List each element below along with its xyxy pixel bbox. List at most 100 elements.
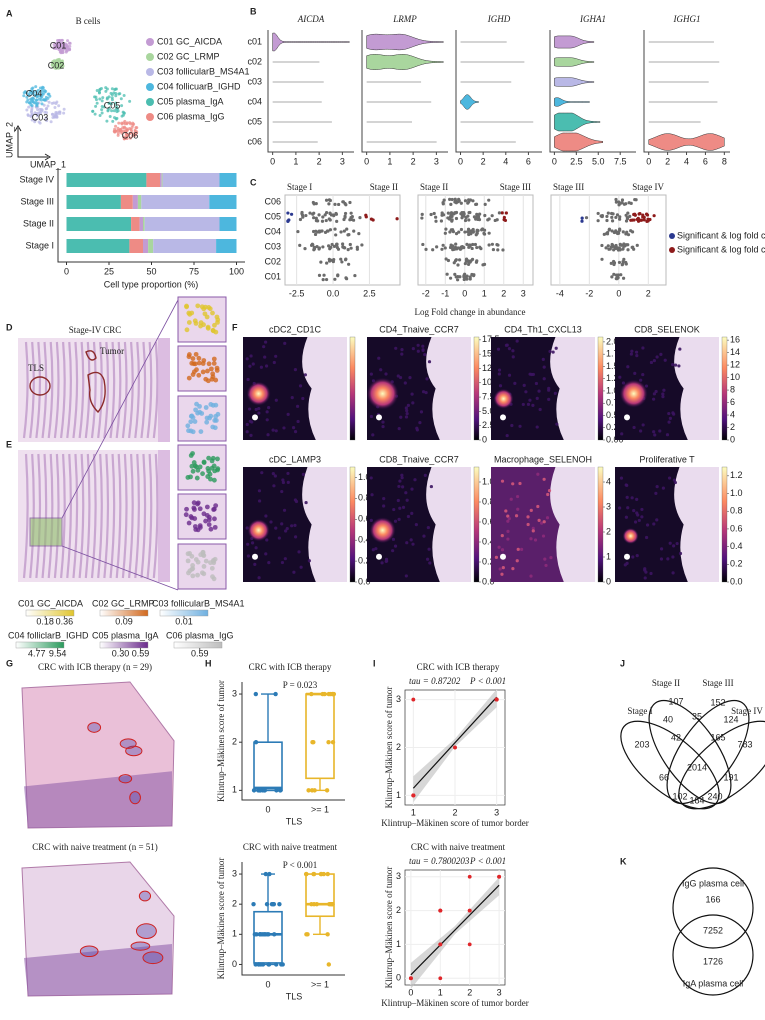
crop-spot — [214, 368, 220, 373]
heatmap-spot — [675, 541, 679, 546]
umap-cell — [45, 111, 49, 115]
umap-cell — [54, 65, 58, 69]
tissue-fold — [66, 453, 72, 579]
heatmap-tissue — [615, 467, 688, 582]
swarm-dot — [642, 215, 646, 219]
heatmap-spot — [283, 341, 287, 345]
heatmap-spot — [423, 473, 427, 478]
umap-cell — [66, 39, 70, 43]
heatmap-spot — [245, 422, 249, 427]
umap-cell — [61, 48, 65, 52]
data-point — [251, 788, 257, 793]
bar-segment — [153, 239, 217, 253]
swarm-dot — [633, 212, 637, 216]
heatmap-spot — [671, 363, 675, 367]
heatmap-spot — [626, 365, 630, 369]
umap-cell — [52, 43, 56, 47]
heatmap-spot — [555, 422, 559, 426]
heatmap-spot — [671, 571, 675, 575]
crop-spot — [210, 374, 216, 380]
x-tick-label: 0 — [462, 288, 467, 298]
heatmap-spot — [269, 520, 273, 524]
violin — [554, 97, 590, 107]
data-point — [497, 874, 502, 879]
colorbar — [473, 336, 480, 441]
crop-spot — [198, 429, 204, 435]
swarm-dot — [467, 210, 471, 215]
heatmap-spot — [406, 403, 410, 407]
swarm-dot — [316, 219, 320, 223]
venn-label: Stage III — [702, 678, 733, 688]
swarm-dot — [326, 229, 330, 233]
data-point — [257, 932, 263, 937]
heatmap-spot — [507, 516, 511, 521]
heatmap-spot — [413, 478, 417, 482]
data-point — [324, 788, 330, 793]
heatmap-spot — [500, 572, 504, 576]
crop-spot — [190, 429, 196, 435]
heatmap-spot — [643, 576, 647, 580]
colorbar-label: 0.30 — [112, 648, 130, 658]
swarm-dot — [612, 272, 616, 276]
colorbar — [597, 466, 604, 583]
heatmap-spot — [500, 534, 504, 538]
heatmap-hotspot — [247, 519, 270, 542]
swarm-dot — [487, 198, 491, 202]
swarm-dot — [629, 229, 633, 233]
roi-box — [29, 517, 63, 547]
swarm-dot — [502, 215, 506, 220]
umap-cell — [43, 90, 47, 94]
data-point — [326, 962, 332, 967]
heatmap-spot — [521, 402, 525, 407]
heatmap-spot — [286, 412, 290, 416]
venn-count: 35 — [692, 711, 702, 721]
umap-cell — [55, 115, 59, 119]
x-tick-label: -2.5 — [289, 288, 305, 298]
venn-count: 165 — [710, 732, 725, 742]
heatmap-spot — [643, 568, 647, 572]
gene-name: IGHD — [487, 14, 511, 24]
colorbar-label: 0.25 — [606, 422, 624, 432]
swarm-dot — [454, 242, 458, 246]
plot-frame — [550, 194, 667, 286]
umap-cell — [32, 97, 36, 101]
swarm-dot — [645, 219, 649, 224]
x-tick-label: 1 — [293, 156, 298, 166]
data-point — [467, 942, 472, 947]
venn-set — [672, 867, 754, 949]
heatmap-spot — [635, 354, 639, 358]
swarm-dot — [606, 244, 610, 248]
heatmap-spot — [507, 373, 512, 377]
y-tick-label: 2 — [396, 905, 401, 915]
swarm-dot — [331, 259, 335, 264]
colorbar-label: 3 — [606, 501, 611, 511]
tau-value: tau = 0.7800203 — [409, 856, 470, 866]
x-tick-label: >= 1 — [311, 804, 329, 814]
heatmap-spot — [542, 477, 546, 481]
swarm-dot — [369, 217, 374, 221]
heatmap-spot — [374, 547, 378, 551]
swarm-dot — [636, 216, 640, 220]
p-value: P = 0.023 — [283, 680, 318, 690]
tls-outline — [129, 791, 141, 805]
swarm-dot — [454, 216, 459, 221]
swarm-dot — [618, 217, 622, 221]
heatmap-spot — [264, 552, 268, 556]
colorbar-label: 0 — [482, 434, 487, 444]
heatmap-spot — [542, 377, 546, 381]
swarm-dot — [487, 243, 491, 247]
x-tick-label: 3 — [340, 156, 345, 166]
heatmap-spot — [266, 433, 270, 437]
swarm-dot — [448, 276, 453, 280]
data-point — [271, 901, 277, 907]
heatmap-spot — [398, 479, 402, 483]
umap-cell — [52, 46, 56, 50]
colorbar-label: 1.0 — [482, 476, 495, 486]
colorbar-label: 0.59 — [191, 648, 209, 658]
crop-spot — [200, 369, 206, 375]
umap-cell — [41, 86, 45, 90]
heatmap-spot — [674, 363, 678, 367]
heatmap-spot — [659, 557, 664, 561]
crop-spot — [184, 506, 189, 512]
crop-spot — [204, 419, 210, 425]
